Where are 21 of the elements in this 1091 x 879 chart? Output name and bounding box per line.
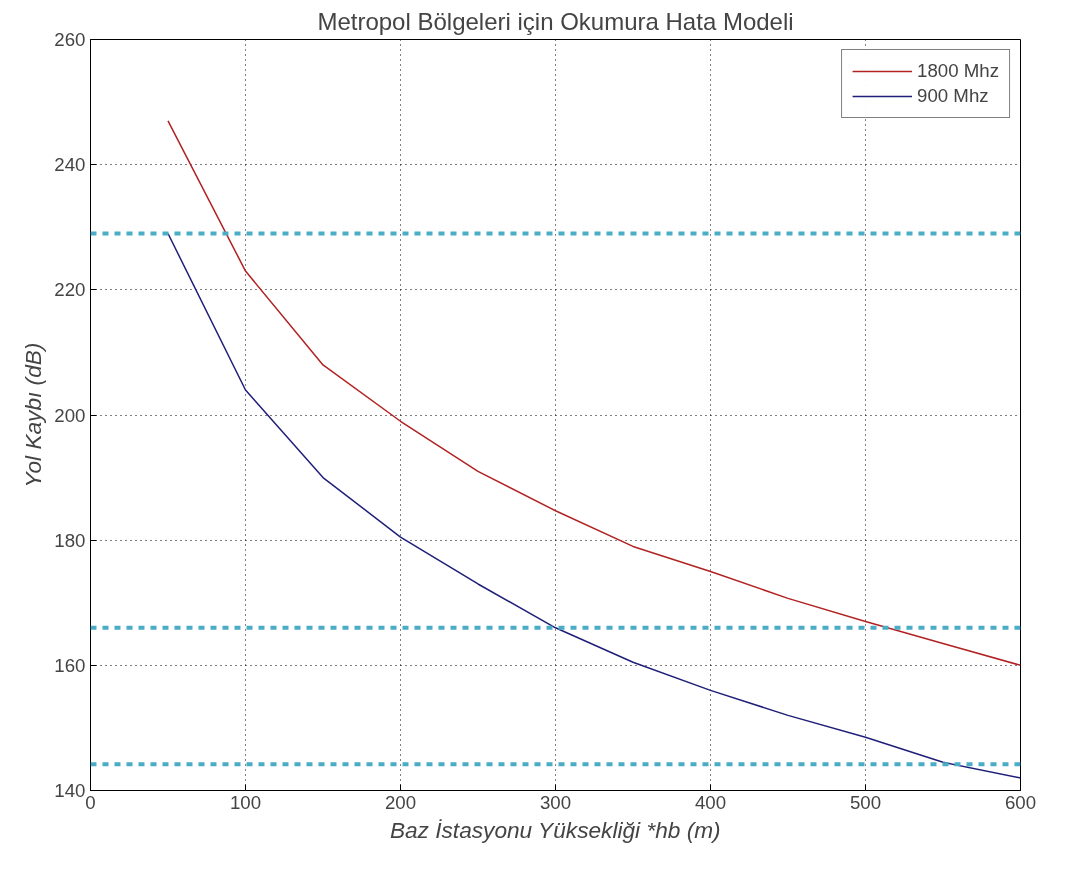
y-tick-label: 180: [54, 529, 86, 551]
legend-label: 900 Mhz: [917, 85, 989, 107]
line-series: [167, 232, 1021, 779]
y-tick-label: 220: [54, 279, 86, 301]
x-tick-label: 100: [229, 791, 262, 813]
line-series: [167, 120, 1021, 667]
y-axis-title: Yol Kaybı (dB): [20, 342, 47, 488]
y-tick-label: 260: [54, 29, 86, 50]
x-tick-label: 600: [1004, 791, 1037, 813]
x-tick-label: 0: [85, 791, 96, 813]
y-tick-label: 240: [54, 154, 86, 176]
chart-title: Metropol Bölgeleri için Okumura Hata Modeli: [317, 7, 794, 35]
x-tick-label: 300: [539, 791, 572, 813]
x-axis-title: Baz İstasyonu Yüksekliği *hb (m): [389, 816, 721, 843]
y-tick-label: 200: [54, 404, 86, 426]
legend-label: 1800 Mhz: [917, 60, 999, 82]
y-tick-label: 160: [54, 654, 86, 676]
y-tick-label: 140: [54, 780, 86, 801]
x-tick-label: 500: [849, 791, 882, 813]
x-tick-label: 200: [384, 791, 417, 813]
x-tick-label: 400: [694, 791, 727, 813]
